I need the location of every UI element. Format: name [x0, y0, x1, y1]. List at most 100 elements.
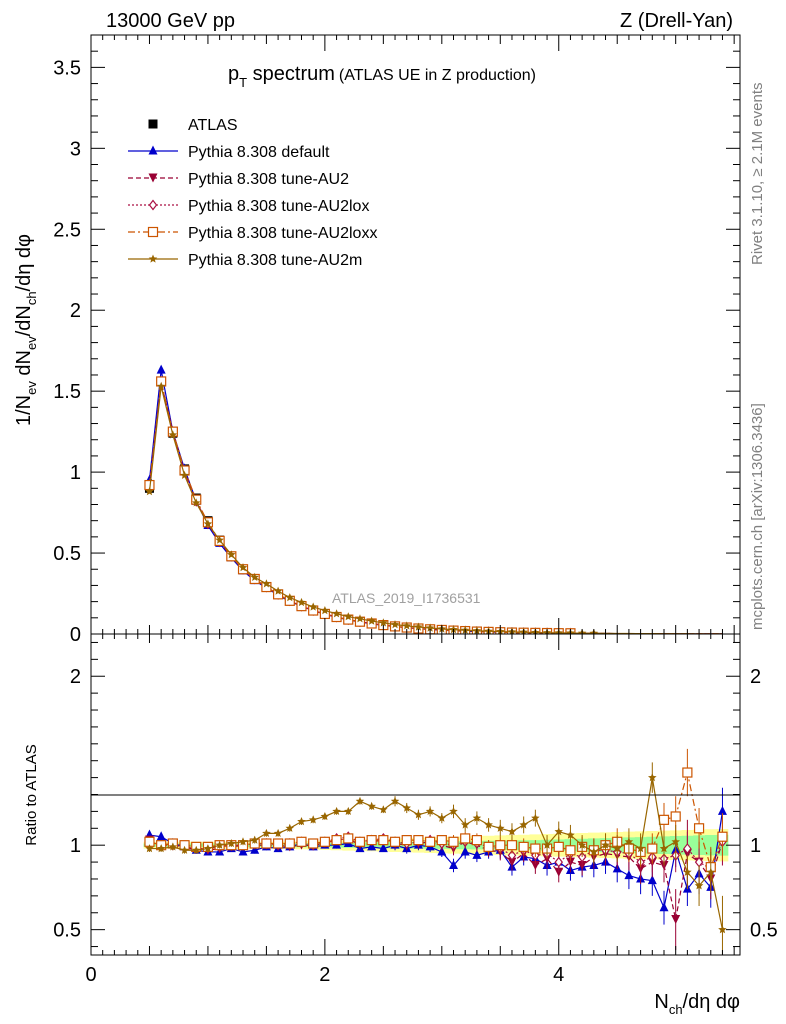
- ratio-point-0-20: [378, 843, 388, 853]
- legend-marker-3: [148, 199, 158, 211]
- ratio-point-4-28: [472, 813, 482, 822]
- legend-entry-4: Pythia 8.308 tune-AU2loxx: [128, 225, 377, 242]
- main-y-tick-label: 2.5: [53, 219, 81, 241]
- main-y-tick-label: 1: [70, 462, 81, 484]
- ratio-point-4-8: [238, 837, 248, 846]
- main-point-1-1: [156, 364, 166, 374]
- main-y-tick-label: 2: [70, 300, 81, 322]
- main-y-tick-label: 1.5: [53, 381, 81, 403]
- ratio-point-4-47: [694, 881, 704, 890]
- ratio-point-3-47: [693, 823, 705, 834]
- header-right: Z (Drell-Yan): [620, 10, 733, 32]
- ratio-point-4-11: [273, 828, 283, 837]
- main-y-axis-label: 1/Nev dNev/dNch/dη dφ: [13, 234, 39, 426]
- ratio-point-0-26: [449, 859, 459, 869]
- legend: ATLAS Pythia 8.308 default Pythia 8.308 tu…: [128, 117, 377, 269]
- legend-entry-2: Pythia 8.308 tune-AU2: [128, 171, 349, 188]
- legend-entry-0: ATLAS: [148, 117, 238, 134]
- ratio-point-4-15: [320, 812, 330, 821]
- ratio-point-3-31: [506, 840, 518, 851]
- ratio-point-4-7: [227, 839, 236, 848]
- ratio-point-3-17: [343, 833, 354, 844]
- ratio-point-4-46: [683, 867, 692, 876]
- legend-label-1: Pythia 8.308 default: [188, 144, 330, 161]
- mcplots-label: mcplots.cern.ch [arXiv:1306.3436]: [749, 403, 766, 630]
- ratio-point-3-12: [284, 838, 295, 849]
- ratio-point-3-45: [670, 811, 681, 822]
- legend-marker-5: [148, 254, 158, 263]
- main-point-5-22: [402, 621, 411, 630]
- main-point-5-17: [344, 612, 353, 621]
- x-tick-label: 0: [85, 964, 96, 986]
- x-axis-label: Nch/dη dφ: [654, 991, 740, 1017]
- ratio-point-4-34: [542, 840, 552, 849]
- ratio-point-4-42: [636, 844, 645, 853]
- ratio-point-3-20: [378, 835, 389, 846]
- ratio-point-0-25: [437, 846, 447, 856]
- legend-entry-1: Pythia 8.308 default: [128, 144, 330, 161]
- ratio-point-4-24: [425, 806, 435, 815]
- main-y-tick-label: 0.5: [53, 543, 81, 565]
- ratio-point-4-44: [659, 844, 669, 853]
- ratio-point-4-6: [215, 840, 224, 849]
- ratio-point-4-22: [402, 803, 411, 812]
- main-point-5-9: [250, 572, 259, 581]
- ratio-point-4-23: [414, 810, 423, 819]
- ratio-point-1-45: [671, 915, 681, 925]
- ratio-point-4-1: [156, 844, 166, 853]
- ratio-point-4-32: [519, 820, 528, 829]
- title-rest: spectrum: [247, 63, 335, 85]
- main-point-5-6: [215, 535, 224, 544]
- main-point-5-11: [273, 586, 283, 595]
- series-layer: [144, 364, 728, 955]
- legend-label-3: Pythia 8.308 tune-AU2lox: [188, 198, 369, 215]
- rivet-version-label: Rivet 3.1.10, ≥ 2.1M events: [749, 83, 766, 266]
- main-y-tick-label: 3: [70, 138, 81, 160]
- ratio-point-4-3: [180, 845, 189, 854]
- tick-layer: 00.511.522.533.50 2 40.5 0.51 12 2: [53, 34, 778, 986]
- legend-entry-5: Pythia 8.308 tune-AU2m: [128, 252, 362, 269]
- ratio-point-4-0: [145, 844, 154, 853]
- main-point-5-0: [145, 487, 154, 496]
- legend-label-0: ATLAS: [188, 117, 238, 134]
- title-subscript: T: [239, 75, 247, 90]
- ratio-point-4-2: [168, 842, 178, 851]
- ratio-point-2-35: [554, 856, 564, 868]
- ratio-point-3-33: [530, 843, 541, 854]
- ratio-point-4-39: [601, 840, 610, 849]
- legend-marker-0: [148, 119, 158, 129]
- ratio-point-2-46: [683, 843, 692, 855]
- ratio-series-4: [145, 762, 727, 955]
- ratio-point-3-10: [261, 838, 272, 849]
- ratio-point-3-26: [448, 836, 459, 847]
- ratio-point-0-44: [659, 902, 669, 912]
- ratio-point-3-16: [331, 835, 342, 846]
- legend-marker-4: [147, 226, 159, 238]
- ratio-point-3-43: [647, 843, 658, 854]
- ratio-point-3-36: [565, 845, 576, 856]
- main-point-5-14: [308, 602, 318, 611]
- ratio-point-3-18: [354, 836, 366, 847]
- main-point-5-13: [297, 597, 306, 607]
- main-y-tick-label: 0: [70, 624, 81, 646]
- ratio-point-4-12: [285, 823, 295, 832]
- ratio-point-4-21: [390, 796, 400, 805]
- legend-label-2: Pythia 8.308 tune-AU2: [188, 171, 349, 188]
- ratio-point-3-32: [518, 841, 529, 852]
- ratio-point-1-33: [530, 860, 540, 870]
- ratio-y-axis-label: Ratio to ATLAS: [23, 744, 40, 845]
- ratio-point-4-29: [484, 820, 493, 829]
- ratio-point-4-9: [250, 835, 259, 844]
- ratio-point-4-5: [203, 844, 213, 853]
- ratio-point-4-26: [449, 806, 458, 815]
- main-point-5-23: [414, 622, 423, 631]
- ratio-point-3-11: [272, 838, 284, 849]
- ratio-y-tick-label: 1: [70, 835, 81, 857]
- main-point-5-24: [425, 623, 435, 632]
- main-title: pT spectrum (ATLAS UE in Z production): [228, 63, 536, 90]
- main-point-5-20: [379, 618, 388, 627]
- x-tick-label: 2: [319, 964, 330, 986]
- ratio-point-4-35: [554, 827, 563, 836]
- legend-marker-2: [148, 173, 158, 183]
